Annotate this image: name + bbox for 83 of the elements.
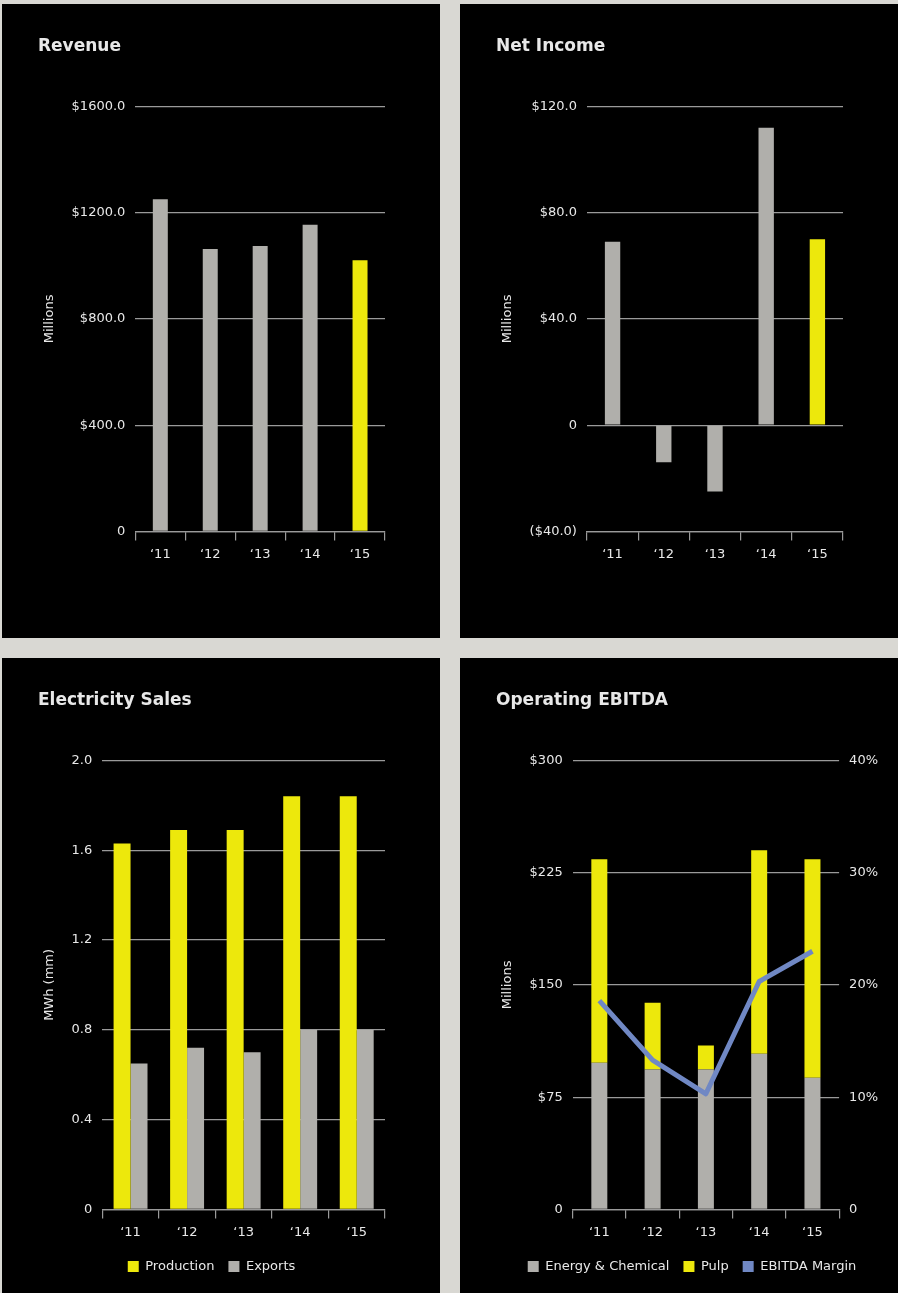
y-tick-label: 0.4 xyxy=(71,1110,93,1126)
y-tick-label: 0 xyxy=(554,1200,563,1216)
y2-tick-label: 20% xyxy=(849,976,879,992)
x-tick-label: ‘11 xyxy=(149,545,171,561)
x-tick-label: ‘13 xyxy=(704,545,726,561)
y-axis-title: Millions xyxy=(499,294,515,344)
bar xyxy=(758,127,774,425)
x-tick-label: ‘14 xyxy=(299,545,321,561)
y-tick-label: 2.0 xyxy=(71,751,93,767)
x-tick-label: ‘15 xyxy=(802,1223,823,1239)
y-tick-label: $120.0 xyxy=(531,97,577,113)
y-tick-label: $225 xyxy=(529,864,563,880)
y-tick-label: ($40.0) xyxy=(529,522,577,538)
bar xyxy=(697,1045,714,1070)
bar xyxy=(226,830,244,1209)
y-tick-label: $400.0 xyxy=(79,416,126,432)
y2-tick-label: 30% xyxy=(849,864,879,880)
y-tick-label: $300 xyxy=(529,751,563,767)
bar xyxy=(130,1063,148,1209)
bar xyxy=(707,425,723,492)
bar xyxy=(300,1029,318,1209)
y-tick-label: $150 xyxy=(529,976,563,992)
bar xyxy=(751,850,768,1054)
x-tick-label: ‘13 xyxy=(249,545,271,561)
y-tick-label: $75 xyxy=(537,1088,563,1104)
x-tick-label: ‘13 xyxy=(695,1223,717,1239)
bar xyxy=(591,1062,608,1209)
y-tick-label: 1.2 xyxy=(71,931,93,947)
x-tick-label: ‘15 xyxy=(349,545,371,561)
y-tick-label: $1200.0 xyxy=(71,204,126,220)
legend-label: Production xyxy=(145,1257,215,1273)
bar xyxy=(604,241,621,425)
y-tick-label: $1600.0 xyxy=(71,97,126,113)
legend-label: Exports xyxy=(245,1257,296,1273)
chart-title: Net Income xyxy=(496,34,606,55)
y-tick-label: $800.0 xyxy=(79,310,126,326)
y2-tick-label: 40% xyxy=(849,751,879,767)
chart-title: Electricity Sales xyxy=(38,688,192,709)
bar xyxy=(356,1029,374,1209)
bar xyxy=(283,796,301,1209)
bar xyxy=(113,843,131,1209)
x-tick-label: ‘11 xyxy=(120,1223,141,1239)
y-tick-label: $80.0 xyxy=(539,204,577,220)
x-tick-label: ‘15 xyxy=(346,1223,368,1239)
chart-title: Revenue xyxy=(38,34,121,55)
y-axis-title: Millions xyxy=(41,294,57,344)
y-axis-title: MWh (mm) xyxy=(41,948,57,1021)
legend-label: Pulp xyxy=(700,1257,729,1273)
bar xyxy=(187,1047,205,1209)
y-axis-title: Millions xyxy=(499,960,515,1010)
x-tick-label: ‘11 xyxy=(588,1223,610,1239)
bar xyxy=(751,1053,768,1209)
x-tick-label: ‘14 xyxy=(748,1223,770,1239)
y-tick-label: 0 xyxy=(568,416,577,432)
bar xyxy=(804,1077,821,1209)
y2-tick-label: 10% xyxy=(849,1088,879,1104)
bar xyxy=(170,830,188,1209)
y-tick-label: 0.8 xyxy=(71,1021,93,1037)
y2-tick-label: 0 xyxy=(849,1200,858,1216)
y-tick-label: $40.0 xyxy=(539,310,577,326)
x-tick-label: ‘12 xyxy=(176,1223,198,1239)
bar xyxy=(809,239,826,425)
bar xyxy=(697,1069,714,1209)
bar xyxy=(243,1052,261,1209)
legend-label: Energy & Chemical xyxy=(545,1257,670,1273)
chart-title: Operating EBITDA xyxy=(496,688,669,709)
bar xyxy=(591,859,608,1063)
x-tick-label: ‘14 xyxy=(755,545,777,561)
x-tick-label: ‘15 xyxy=(807,545,828,561)
bar xyxy=(656,425,672,463)
y-tick-label: 0 xyxy=(117,522,126,538)
y-tick-label: 1.6 xyxy=(71,841,93,857)
x-tick-label: ‘12 xyxy=(653,545,675,561)
legend-label: EBITDA Margin xyxy=(760,1257,857,1273)
bar xyxy=(804,859,821,1078)
bar xyxy=(644,1069,661,1209)
y-tick-label: 0 xyxy=(83,1200,93,1216)
x-tick-label: ‘12 xyxy=(199,545,221,561)
x-tick-label: ‘14 xyxy=(289,1223,311,1239)
x-tick-label: ‘13 xyxy=(233,1223,254,1239)
x-tick-label: ‘12 xyxy=(642,1223,663,1239)
bar xyxy=(339,796,357,1209)
x-tick-label: ‘11 xyxy=(602,545,623,561)
